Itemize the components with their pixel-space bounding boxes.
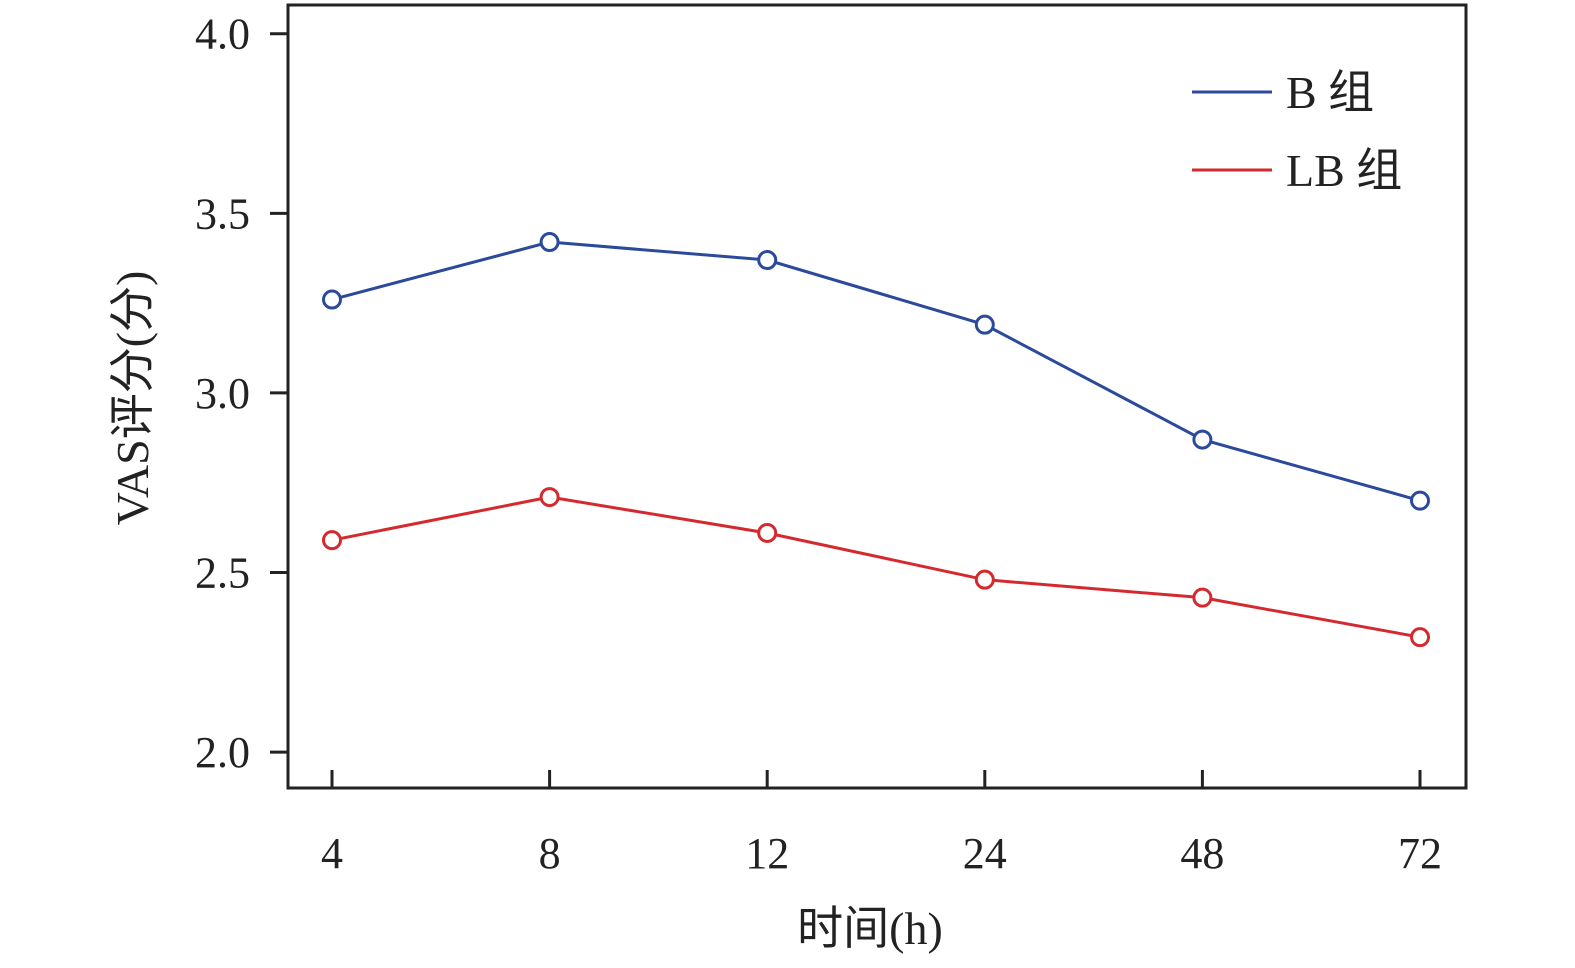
series-1: [322, 232, 1430, 511]
y-tick-label: 2.5: [195, 548, 250, 597]
x-tick-label: 12: [745, 829, 789, 878]
series-line: [331, 240, 1421, 503]
data-point: [1192, 429, 1213, 450]
x-tick-label: 8: [539, 829, 561, 878]
x-axis-label: 时间(h): [797, 903, 943, 954]
data-point: [1192, 587, 1213, 608]
y-tick-label: 4.0: [195, 10, 250, 59]
x-tick-label: 72: [1398, 829, 1442, 878]
data-point: [757, 522, 778, 543]
series-2: [322, 487, 1430, 648]
y-axis-label: VAS评分(分): [107, 271, 158, 526]
x-tick-label: 24: [963, 829, 1007, 878]
legend-item: LB 组: [1192, 145, 1402, 196]
series-layer: [322, 232, 1430, 648]
x-axis: 4 8 12 24 48 72: [321, 770, 1442, 878]
data-point: [539, 487, 560, 508]
legend-label: LB 组: [1286, 145, 1402, 196]
data-point: [974, 569, 995, 590]
data-point: [1410, 627, 1430, 648]
legend-item: B 组: [1192, 67, 1374, 118]
y-tick-label: 3.0: [195, 369, 250, 418]
x-tick-label: 48: [1180, 829, 1224, 878]
data-point: [539, 232, 560, 253]
y-tick-label: 3.5: [195, 189, 250, 238]
data-point: [322, 289, 342, 310]
legend: B 组 LB 组: [1192, 67, 1402, 196]
data-point: [322, 530, 342, 551]
legend-label: B 组: [1286, 67, 1374, 118]
y-tick-label: 2.0: [195, 728, 250, 777]
y-axis: 2.0 2.5 3.0 3.5 4.0: [195, 10, 288, 777]
data-point: [757, 250, 778, 271]
x-tick-label: 4: [321, 829, 343, 878]
data-point: [974, 314, 995, 335]
data-point: [1410, 490, 1430, 511]
plot-frame: [286, 3, 1468, 790]
series-line: [331, 495, 1421, 639]
